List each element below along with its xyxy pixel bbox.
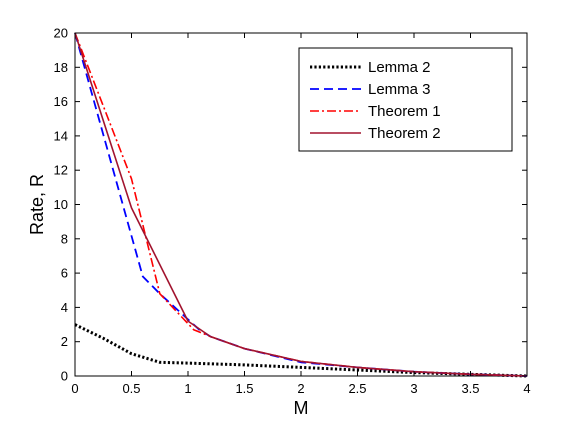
y-axis-label: Rate, R — [27, 174, 47, 235]
legend-item: Lemma 2 — [310, 59, 431, 76]
axes-layer: 0 0.5 1 1.5 2 2.5 3 3.5 4 0 2 4 6 8 10 12 14 16 18 20 — [54, 26, 531, 397]
x-axis-label: M — [294, 398, 309, 418]
legend-label: Theorem 1 — [368, 103, 441, 120]
x-tick-label: 4 — [523, 381, 530, 396]
data-point — [244, 348, 245, 349]
series-line — [74, 32, 528, 377]
legend-box — [298, 47, 513, 152]
data-point — [357, 367, 358, 368]
data-point — [188, 363, 189, 364]
data-point — [103, 338, 104, 339]
y-tick-label: 4 — [61, 300, 68, 315]
y-tick-label: 10 — [54, 197, 68, 212]
y-tick-label: 2 — [61, 334, 68, 349]
data-point — [357, 369, 358, 370]
legend-item: Lemma 3 — [310, 81, 431, 98]
y-tick-label: 8 — [61, 231, 68, 246]
data-point — [75, 324, 76, 325]
x-tick-label: 1 — [184, 381, 191, 396]
x-tick-label: 0.5 — [122, 381, 140, 396]
data-point — [131, 207, 132, 208]
y-tick-label: 12 — [54, 163, 68, 178]
series-layer — [74, 32, 528, 378]
data-point — [131, 353, 132, 354]
y-tick-label: 6 — [61, 266, 68, 281]
series-theorem-2 — [74, 32, 528, 377]
data-point — [244, 364, 245, 365]
x-tick-label: 3 — [410, 381, 417, 396]
y-tick-label: 20 — [54, 26, 68, 41]
data-point — [131, 178, 132, 179]
data-point — [188, 321, 189, 322]
legend-label: Lemma 2 — [368, 59, 431, 76]
x-tick-label: 2 — [297, 381, 304, 396]
y-tick-label: 18 — [54, 60, 68, 75]
data-point — [193, 329, 194, 330]
legend: Lemma 2 Lemma 3 Theorem 1 Theorem 2 — [298, 47, 513, 152]
x-tick-label: 1.5 — [235, 381, 253, 396]
data-point — [210, 336, 211, 337]
y-tick-label: 16 — [54, 94, 68, 109]
x-tick-label: 3.5 — [461, 381, 479, 396]
y-tick-label: 14 — [54, 128, 68, 143]
legend-label: Theorem 2 — [368, 125, 441, 142]
data-point — [301, 361, 302, 362]
data-point — [159, 362, 160, 363]
legend-item: Theorem 1 — [310, 103, 441, 120]
x-tick-label: 2.5 — [348, 381, 366, 396]
x-tick-label: 0 — [71, 381, 78, 396]
data-point — [159, 293, 160, 294]
y-tick-label: 0 — [61, 369, 68, 384]
data-point — [142, 276, 143, 277]
legend-item: Theorem 2 — [310, 125, 441, 142]
legend-label: Lemma 3 — [368, 81, 431, 98]
data-point — [301, 367, 302, 368]
